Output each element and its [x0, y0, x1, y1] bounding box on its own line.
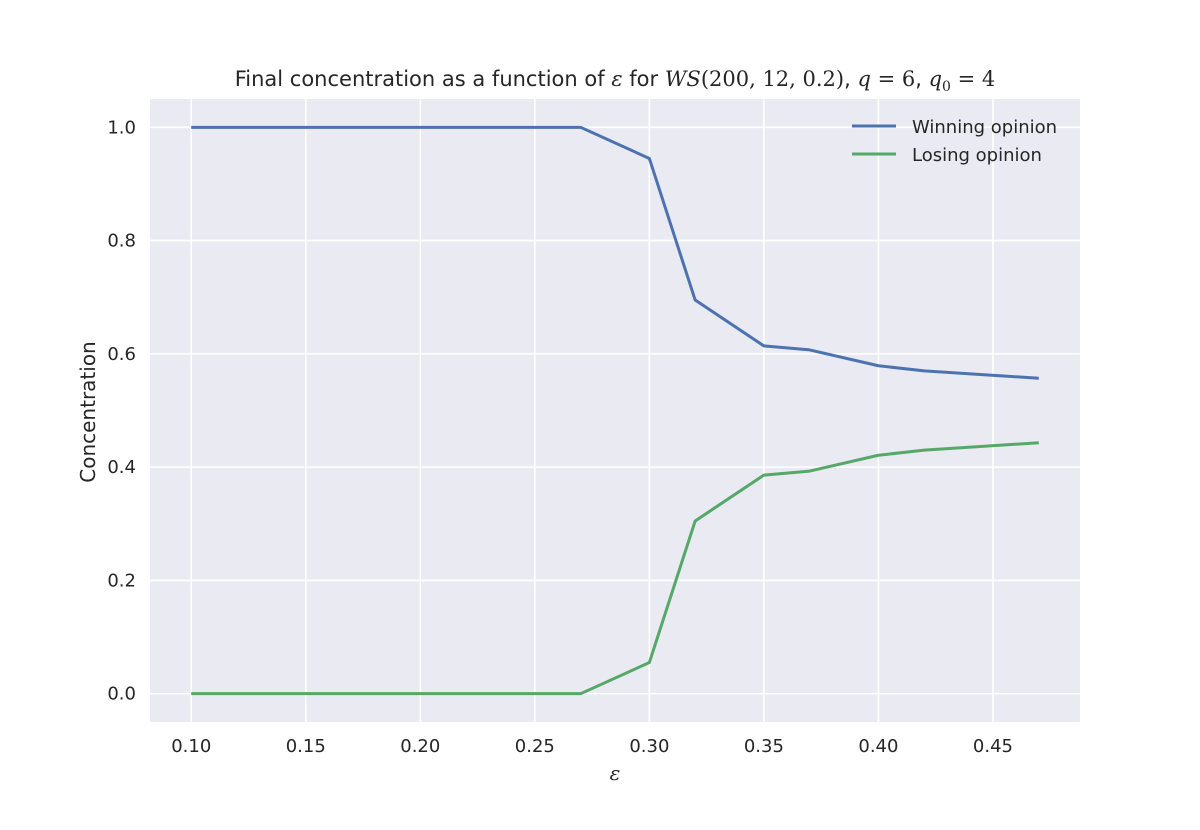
x-tick-label: 0.45 — [973, 736, 1013, 757]
title-q0: q — [929, 67, 942, 91]
title-prefix: Final concentration as a function of — [235, 67, 612, 91]
title-q0-sub: 0 — [942, 79, 951, 95]
x-tick-label: 0.35 — [744, 736, 784, 757]
legend: Winning opinion Losing opinion — [852, 117, 1057, 166]
plot-area — [150, 99, 1080, 722]
y-tick-label: 0.4 — [107, 457, 136, 478]
title-q0-eq: = 4 — [951, 67, 995, 91]
legend-label: Winning opinion — [912, 117, 1057, 138]
legend-label: Losing opinion — [912, 145, 1042, 166]
grid — [150, 99, 1080, 722]
title-q: q — [857, 67, 870, 91]
series-line-winning-opinion — [191, 125, 1039, 380]
title-ws-args: (200, 12, 0.2) — [701, 67, 844, 91]
x-tick-label: 0.25 — [515, 736, 555, 757]
x-tick-label: 0.40 — [858, 736, 898, 757]
title-sep1: , — [844, 67, 857, 91]
y-axis-ticks: 0.0 0.2 0.4 0.6 0.8 1.0 — [107, 117, 136, 704]
x-tick-label: 0.30 — [629, 736, 669, 757]
y-axis-title: Concentration — [76, 341, 100, 482]
title-q-eq: = 6 — [871, 67, 915, 91]
x-axis-ticks: 0.10 0.15 0.20 0.25 0.30 0.35 0.40 0.45 — [171, 736, 1013, 757]
x-tick-label: 0.10 — [171, 736, 211, 757]
title-ws: WS — [665, 67, 701, 91]
y-tick-label: 0.6 — [107, 344, 136, 365]
series-line-losing-opinion — [191, 441, 1039, 696]
y-tick-label: 0.2 — [107, 570, 136, 591]
x-axis-title: ε — [610, 761, 621, 785]
x-tick-label: 0.15 — [286, 736, 326, 757]
title-sep2: , — [915, 67, 928, 91]
y-tick-label: 1.0 — [107, 117, 136, 138]
chart-title: Final concentration as a function of ε f… — [235, 67, 996, 95]
x-tick-label: 0.20 — [400, 736, 440, 757]
title-for: for — [623, 67, 665, 91]
y-tick-label: 0.8 — [107, 231, 136, 252]
title-epsilon: ε — [611, 67, 622, 91]
y-tick-label: 0.0 — [107, 684, 136, 705]
series-lines — [191, 125, 1039, 696]
